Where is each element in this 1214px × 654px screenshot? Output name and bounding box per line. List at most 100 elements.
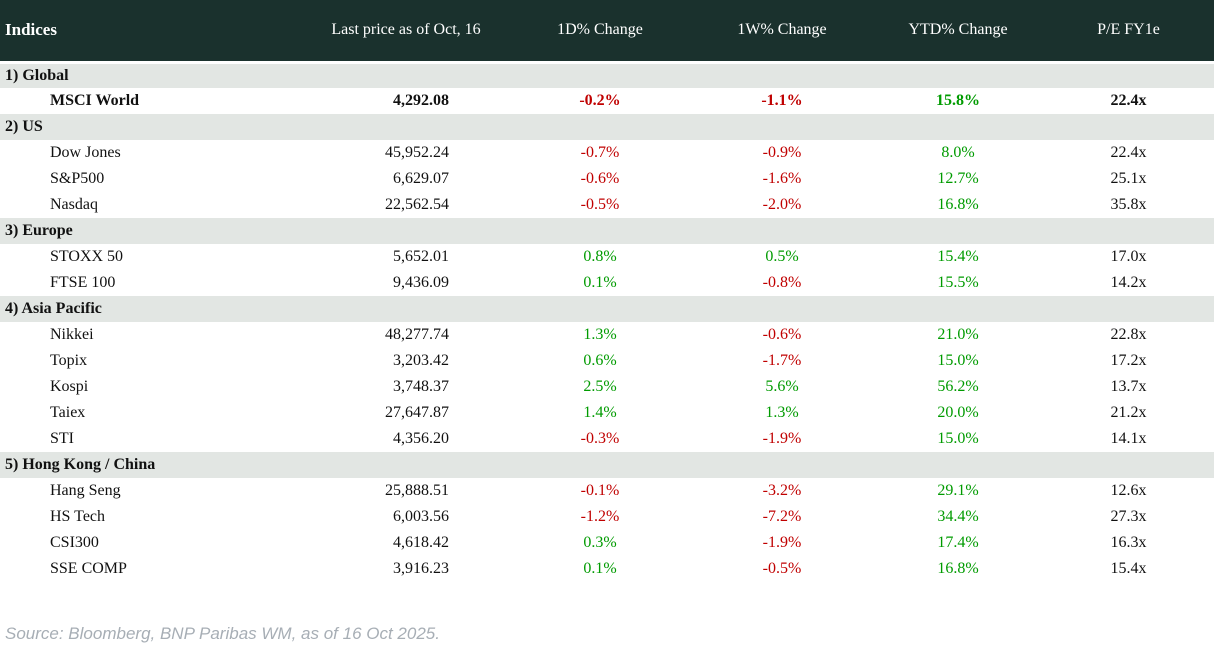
change-1w: -1.9% (762, 534, 802, 551)
table-row-csi300: CSI300 4,618.42 0.3% -1.9% 17.4% 16.3x (0, 530, 1214, 556)
last-price: 48,277.74 (385, 326, 449, 343)
change-ytd: 15.5% (937, 274, 979, 291)
section-label: 2) US (5, 118, 43, 135)
change-1d: -0.3% (580, 430, 620, 447)
change-1w: -1.7% (762, 352, 802, 369)
table-row-kospi: Kospi 3,748.37 2.5% 5.6% 56.2% 13.7x (0, 374, 1214, 400)
last-price: 6,629.07 (393, 170, 449, 187)
last-price: 3,916.23 (393, 560, 449, 577)
table-row-sse-comp: SSE COMP 3,916.23 0.1% -0.5% 16.8% 15.4x (0, 556, 1214, 582)
table-row-hang-seng: Hang Seng 25,888.51 -0.1% -3.2% 29.1% 12… (0, 478, 1214, 504)
last-price: 6,003.56 (393, 508, 449, 525)
table-row-dow-jones: Dow Jones 45,952.24 -0.7% -0.9% 8.0% 22.… (0, 140, 1214, 166)
index-name: STI (50, 430, 74, 447)
table-row-stoxx-50: STOXX 50 5,652.01 0.8% 0.5% 15.4% 17.0x (0, 244, 1214, 270)
index-name: SSE COMP (50, 560, 127, 577)
change-1w: -1.9% (762, 430, 802, 447)
index-name: Taiex (50, 404, 86, 421)
section-row-us: 2) US (0, 114, 1214, 140)
last-price: 22,562.54 (385, 196, 449, 213)
column-header-1d-change: 1D% Change (509, 0, 691, 64)
last-price: 25,888.51 (385, 482, 449, 499)
change-1w: -7.2% (762, 508, 802, 525)
section-row-global: 1) Global (0, 62, 1214, 88)
change-1d: 2.5% (583, 378, 617, 395)
change-ytd: 15.8% (936, 92, 980, 109)
change-ytd: 34.4% (937, 508, 979, 525)
change-1d: -0.6% (580, 170, 620, 187)
change-1w: -1.1% (761, 92, 803, 109)
pe-fy1e: 14.2x (1110, 274, 1147, 291)
change-1w: -2.0% (762, 196, 802, 213)
change-1d: -1.2% (580, 508, 620, 525)
last-price: 3,748.37 (393, 378, 449, 395)
change-ytd: 15.0% (937, 430, 979, 447)
change-ytd: 56.2% (937, 378, 979, 395)
index-name: STOXX 50 (50, 248, 124, 265)
change-ytd: 16.8% (937, 560, 979, 577)
change-ytd: 12.7% (937, 170, 979, 187)
table-header: Indices Last price as of Oct, 16 1D% Cha… (0, 0, 1214, 64)
index-name: Topix (50, 352, 88, 369)
index-name: Nikkei (50, 326, 94, 343)
change-1d: 0.1% (583, 274, 617, 291)
change-1w: -0.6% (762, 326, 802, 343)
change-1d: -0.7% (580, 144, 620, 161)
pe-fy1e: 13.7x (1110, 378, 1147, 395)
change-1w: -1.6% (762, 170, 802, 187)
last-price: 5,652.01 (393, 248, 449, 265)
table-body: 1) Global MSCI World 4,292.08 -0.2% -1.1… (0, 62, 1214, 582)
table-row-hs-tech: HS Tech 6,003.56 -1.2% -7.2% 34.4% 27.3x (0, 504, 1214, 530)
change-1w: 0.5% (765, 248, 799, 265)
table-row-sp500: S&P500 6,629.07 -0.6% -1.6% 12.7% 25.1x (0, 166, 1214, 192)
last-price: 9,436.09 (393, 274, 449, 291)
change-ytd: 16.8% (937, 196, 979, 213)
last-price: 27,647.87 (385, 404, 449, 421)
index-name: Dow Jones (50, 144, 121, 161)
section-label: 4) Asia Pacific (5, 300, 102, 317)
table-row-taiex: Taiex 27,647.87 1.4% 1.3% 20.0% 21.2x (0, 400, 1214, 426)
column-header-pe-fy1e: P/E FY1e (1043, 0, 1214, 64)
change-1d: 0.3% (583, 534, 617, 551)
last-price: 45,952.24 (385, 144, 449, 161)
last-price: 4,356.20 (393, 430, 449, 447)
change-1d: 0.1% (583, 560, 617, 577)
last-price: 4,292.08 (393, 92, 449, 109)
change-1w: 1.3% (765, 404, 799, 421)
index-name: Nasdaq (50, 196, 98, 213)
pe-fy1e: 21.2x (1110, 404, 1147, 421)
pe-fy1e: 22.4x (1110, 92, 1147, 109)
column-header-ytd-change: YTD% Change (873, 0, 1043, 64)
section-row-europe: 3) Europe (0, 218, 1214, 244)
change-ytd: 21.0% (937, 326, 979, 343)
section-row-asia-pacific: 4) Asia Pacific (0, 296, 1214, 322)
change-1d: 0.8% (583, 248, 617, 265)
section-label: 5) Hong Kong / China (5, 456, 156, 473)
change-1w: -3.2% (762, 482, 802, 499)
column-header-last-price: Last price as of Oct, 16 (303, 0, 509, 64)
pe-fy1e: 15.4x (1110, 560, 1147, 577)
pe-fy1e: 17.0x (1110, 248, 1147, 265)
change-1d: -0.2% (579, 92, 621, 109)
section-label: 3) Europe (5, 222, 73, 239)
change-ytd: 29.1% (937, 482, 979, 499)
change-1d: 1.4% (583, 404, 617, 421)
index-name: Kospi (50, 378, 89, 395)
index-name: S&P500 (50, 170, 105, 187)
change-1w: -0.9% (762, 144, 802, 161)
pe-fy1e: 17.2x (1110, 352, 1147, 369)
table-row-msci-world: MSCI World 4,292.08 -0.2% -1.1% 15.8% 22… (0, 88, 1214, 114)
change-ytd: 15.0% (937, 352, 979, 369)
header-row: Indices Last price as of Oct, 16 1D% Cha… (0, 0, 1214, 64)
change-1d: -0.1% (580, 482, 620, 499)
source-note: Source: Bloomberg, BNP Paribas WM, as of… (5, 624, 440, 643)
change-1w: 5.6% (765, 378, 799, 395)
pe-fy1e: 25.1x (1110, 170, 1147, 187)
index-name: MSCI World (50, 92, 140, 109)
pe-fy1e: 22.4x (1110, 144, 1147, 161)
table-row-topix: Topix 3,203.42 0.6% -1.7% 15.0% 17.2x (0, 348, 1214, 374)
change-1d: 0.6% (583, 352, 617, 369)
pe-fy1e: 27.3x (1110, 508, 1147, 525)
change-ytd: 20.0% (937, 404, 979, 421)
pe-fy1e: 14.1x (1110, 430, 1147, 447)
